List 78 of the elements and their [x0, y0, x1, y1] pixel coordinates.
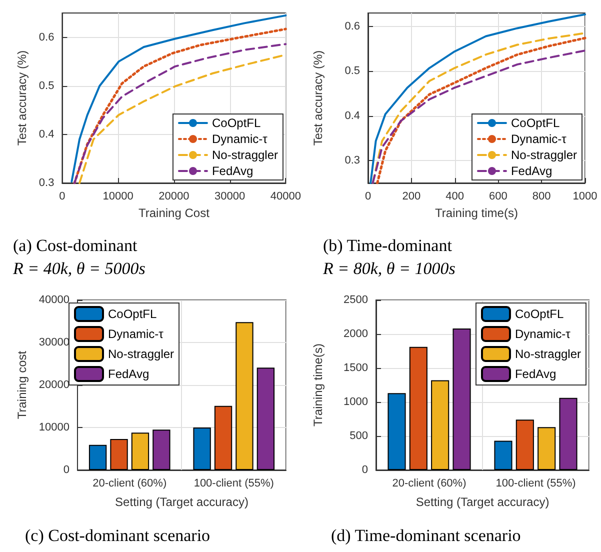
bar	[152, 430, 170, 470]
legend-label: Dynamic-τ	[514, 327, 571, 341]
y-tick-label: 2500	[344, 294, 368, 306]
legend-label: Dynamic-τ	[510, 132, 567, 146]
x-tick-label: 20000	[158, 190, 190, 202]
x-axis-title: Training Cost	[138, 206, 210, 220]
legend-label: FedAvg	[212, 164, 254, 178]
text: (c) Cost-dominant scenario	[25, 526, 210, 545]
y-tick-label: 0.4	[344, 110, 360, 122]
bar	[388, 393, 406, 470]
y-axis-title: Training cost	[15, 350, 29, 420]
legend-label: Dynamic-τ	[212, 132, 268, 146]
y-tick-label: 0.5	[38, 80, 54, 92]
x-axis-title: Setting (Target accuracy)	[416, 495, 550, 509]
legend-label: No-straggler	[212, 148, 278, 162]
y-tick-label: 0.6	[344, 20, 360, 32]
x-tick-label: 800	[532, 190, 551, 202]
x-tick-label: 30000	[214, 190, 246, 202]
x-axis-title: Setting (Target accuracy)	[115, 495, 248, 509]
x-tick-label: 40000	[270, 190, 302, 202]
y-tick-label: 10000	[38, 422, 70, 434]
legend-label: FedAvg	[514, 367, 556, 381]
bar	[409, 346, 428, 470]
y-tick-label: 0.5	[344, 65, 360, 78]
legend-label: FedAvg	[108, 367, 150, 381]
legend-label: Dynamic-τ	[108, 327, 164, 341]
y-tick-label: 1500	[344, 362, 368, 374]
y-axis-title: Training time(s)	[311, 344, 325, 426]
y-tick-label: 30000	[38, 336, 70, 348]
x-tick-label: 10000	[102, 190, 134, 202]
y-tick-label: 40000	[38, 294, 70, 306]
text: (b) Time-dominant	[323, 236, 452, 255]
bar	[516, 420, 534, 470]
y-tick-label: 20000	[38, 379, 70, 391]
y-tick-label: 0.3	[344, 154, 360, 167]
y-tick-label: 500	[350, 430, 368, 442]
x-axis-title: Training time(s)	[435, 206, 518, 220]
text: (a) Cost-dominant	[13, 236, 138, 255]
bar	[494, 440, 512, 470]
x-tick-label: 20-client (60%)	[92, 478, 167, 490]
legend-label: CoOptFL	[108, 307, 158, 321]
text: R = 40k, θ = 5000s	[12, 259, 146, 278]
y-axis-title: Test accuracy (%)	[311, 50, 325, 146]
x-tick-label: 1000	[572, 190, 598, 202]
x-tick-label: 100-client (55%)	[496, 478, 576, 490]
y-tick-label: 0.6	[38, 31, 54, 44]
x-tick-label: 20-client (60%)	[392, 478, 466, 490]
bar	[214, 406, 232, 470]
x-tick-label: 600	[489, 190, 508, 202]
bar	[236, 322, 254, 470]
y-tick-label: 2000	[344, 328, 368, 340]
bar	[538, 427, 556, 470]
x-tick-label: 100-client (55%)	[194, 478, 274, 490]
y-axis-title: Test accuracy (%)	[15, 50, 29, 146]
y-tick-label: 0	[63, 464, 70, 476]
y-tick-label: 0.3	[38, 177, 54, 189]
bar	[452, 328, 471, 470]
x-tick-label: 200	[402, 190, 421, 202]
bar	[110, 438, 128, 470]
legend-label: CoOptFL	[212, 116, 261, 130]
bar	[256, 368, 275, 470]
text: (d) Time-dominant scenario	[331, 526, 521, 545]
y-tick-label: 1000	[344, 396, 368, 408]
y-tick-label: 0	[362, 464, 368, 476]
bar	[131, 432, 150, 470]
y-tick-label: 0.4	[38, 128, 54, 140]
legend-label: No-straggler	[108, 347, 174, 361]
bar	[431, 380, 450, 470]
legend-label: CoOptFL	[510, 116, 560, 130]
legend-label: FedAvg	[510, 164, 552, 178]
legend-label: No-straggler	[510, 148, 578, 162]
bar	[193, 428, 211, 470]
bar	[559, 398, 578, 470]
bar	[88, 444, 107, 470]
legend-label: No-straggler	[514, 347, 582, 361]
legend-label: CoOptFL	[514, 307, 564, 321]
x-tick-label: 400	[446, 190, 464, 202]
text: R = 80k, θ = 1000s	[322, 259, 456, 278]
